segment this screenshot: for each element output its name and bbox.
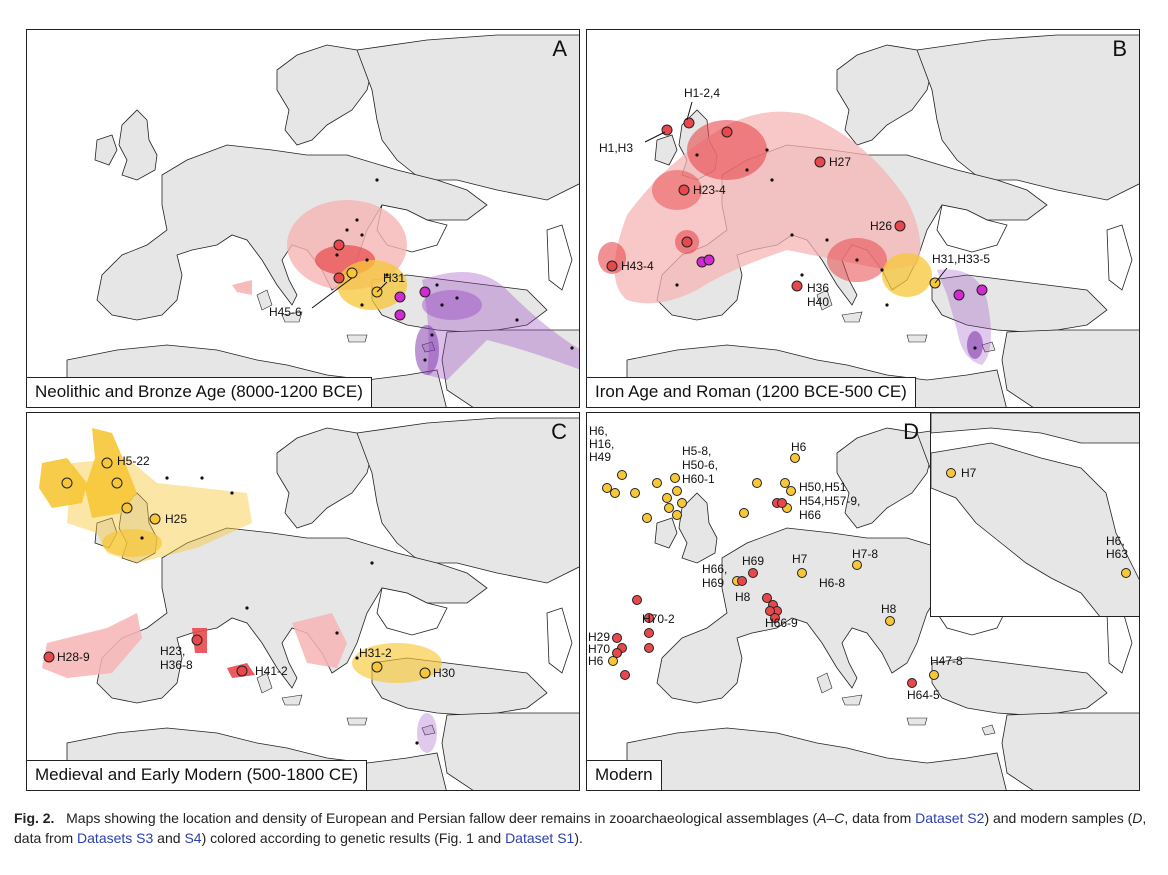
label-d-22: H8 — [735, 590, 751, 604]
panel-b: H1-2,4 H1,H3 H27 H23-4 H26 H31,H33-5 H43… — [586, 29, 1140, 408]
label-b-6: H43-4 — [621, 259, 654, 273]
panel-letter-c: C — [551, 419, 567, 444]
label-c-3: H23, — [160, 644, 185, 658]
map-a: H31 H45-6 — [66, 34, 579, 407]
link-datasets-s3[interactable]: Datasets S3 — [77, 830, 154, 846]
inset-label-0: H7 — [961, 466, 977, 480]
label-d-20: H70 — [588, 642, 610, 656]
map-b: H1-2,4 H1,H3 H27 H23-4 H26 H31,H33-5 H43… — [598, 34, 1139, 407]
label-d-6: H6 — [791, 440, 807, 454]
panel-title-d: Modern — [587, 760, 662, 790]
label-d-13: H69 — [702, 576, 724, 590]
caption-text-6: , data from — [14, 810, 1147, 846]
label-c-2: H28-9 — [57, 650, 90, 664]
density-pink-c — [42, 613, 142, 678]
density-yellow-b — [882, 253, 932, 297]
map-c: H5-22 H25 H28-9 H23, H36-8 H41-2 H31-2 H… — [39, 417, 579, 790]
label-b-0: H1-2,4 — [684, 86, 720, 100]
markers-red-d — [612, 498, 917, 688]
panel-letter-d: D — [903, 419, 919, 444]
caption-text-2: A–C — [817, 810, 845, 826]
label-d-16: H8 — [881, 602, 897, 616]
label-c-6: H31-2 — [359, 646, 392, 660]
label-b-7: H36 — [807, 281, 829, 295]
label-d-11: H7-8 — [852, 547, 878, 561]
caption-text-1: Maps showing the location and density of… — [66, 810, 818, 826]
label-d-4: H50-6, — [682, 458, 718, 472]
figure-caption: Fig. 2. Maps showing the location and de… — [14, 808, 1159, 848]
label-a-0: H31 — [383, 271, 405, 285]
label-d-24: H64-5 — [907, 688, 940, 702]
label-d-19: H29 — [588, 630, 610, 644]
label-d-14: H69 — [742, 554, 764, 568]
map-d: H6, H16, H49 H5-8, H50-6, H60-1 H6 H50,H… — [588, 417, 1139, 790]
label-b-4: H26 — [870, 219, 892, 233]
panel-letter-b: B — [1112, 36, 1127, 61]
link-dataset-s1[interactable]: Dataset S1 — [505, 830, 575, 846]
marker-a-7 — [394, 309, 406, 321]
caption-text-9: ). — [574, 830, 583, 846]
caption-text-8: ) colored according to genetic results (… — [201, 830, 506, 846]
label-d-10: H7 — [792, 552, 808, 566]
label-b-3: H23-4 — [693, 183, 726, 197]
label-b-5: H31,H33-5 — [932, 252, 990, 266]
label-d-21: H6 — [588, 654, 604, 668]
inset-label-1: H6, — [1106, 534, 1125, 548]
label-c-7: H30 — [433, 666, 455, 680]
link-s4[interactable]: S4 — [184, 830, 202, 846]
caption-text-5: D — [1132, 810, 1143, 826]
label-d-9: H66 — [799, 508, 821, 522]
label-b-8: H40 — [807, 295, 829, 309]
label-d-15: H6-8 — [819, 576, 845, 590]
label-b-2: H27 — [829, 155, 851, 169]
caption-text-3: , data from — [844, 810, 916, 826]
marker-a-3 — [346, 267, 358, 279]
panel-c: H5-22 H25 H28-9 H23, H36-8 H41-2 H31-2 H… — [26, 412, 580, 791]
label-c-4: H36-8 — [160, 658, 193, 672]
label-d-0: H6, — [589, 424, 608, 438]
label-c-0: H5-22 — [117, 454, 150, 468]
density-yellow-a — [337, 260, 407, 310]
label-d-8: H54,H57-9, — [799, 494, 860, 508]
panel-title-b: Iron Age and Roman (1200 BCE-500 CE) — [587, 377, 916, 407]
label-c-5: H41-2 — [255, 664, 288, 678]
marker-a-5 — [394, 291, 406, 303]
label-d-5: H60-1 — [682, 472, 715, 486]
label-d-23: H47-8 — [930, 654, 963, 668]
label-d-2: H49 — [589, 450, 611, 464]
markers-yellow-d — [602, 453, 956, 680]
density-purple-a — [422, 272, 579, 380]
link-dataset-s2[interactable]: Dataset S2 — [915, 810, 985, 826]
label-c-1: H25 — [165, 512, 187, 526]
label-b-1: H1,H3 — [599, 141, 633, 155]
inset-svg: H7 H6, H63 — [931, 413, 1139, 616]
inset-map-americas: H7 H6, H63 — [930, 413, 1139, 617]
marker-a-2 — [333, 272, 345, 284]
panel-title-a: Neolithic and Bronze Age (8000-1200 BCE) — [27, 377, 372, 407]
label-d-7: H50,H51 — [799, 480, 847, 494]
panel-d: H6, H16, H49 H5-8, H50-6, H60-1 H6 H50,H… — [586, 412, 1140, 791]
panel-a: H31 H45-6 A Neolithic and Bronze Age (80… — [26, 29, 580, 408]
marker-a-6 — [419, 286, 431, 298]
inset-label-2: H63 — [1106, 547, 1128, 561]
label-d-3: H5-8, — [682, 444, 711, 458]
label-d-17: H66-9 — [765, 616, 798, 630]
label-d-18: H70-2 — [642, 612, 675, 626]
label-d-12: H66, — [702, 562, 727, 576]
caption-text-4: ) and modern samples ( — [984, 810, 1133, 826]
panel-letter-a: A — [552, 36, 567, 61]
caption-text-7: and — [153, 830, 185, 846]
label-d-1: H16, — [589, 437, 614, 451]
label-a-1: H45-6 — [269, 305, 302, 319]
marker-a-1 — [333, 239, 345, 251]
caption-fig-number: Fig. 2. — [14, 810, 55, 826]
panel-title-c: Medieval and Early Modern (500-1800 CE) — [27, 760, 368, 790]
